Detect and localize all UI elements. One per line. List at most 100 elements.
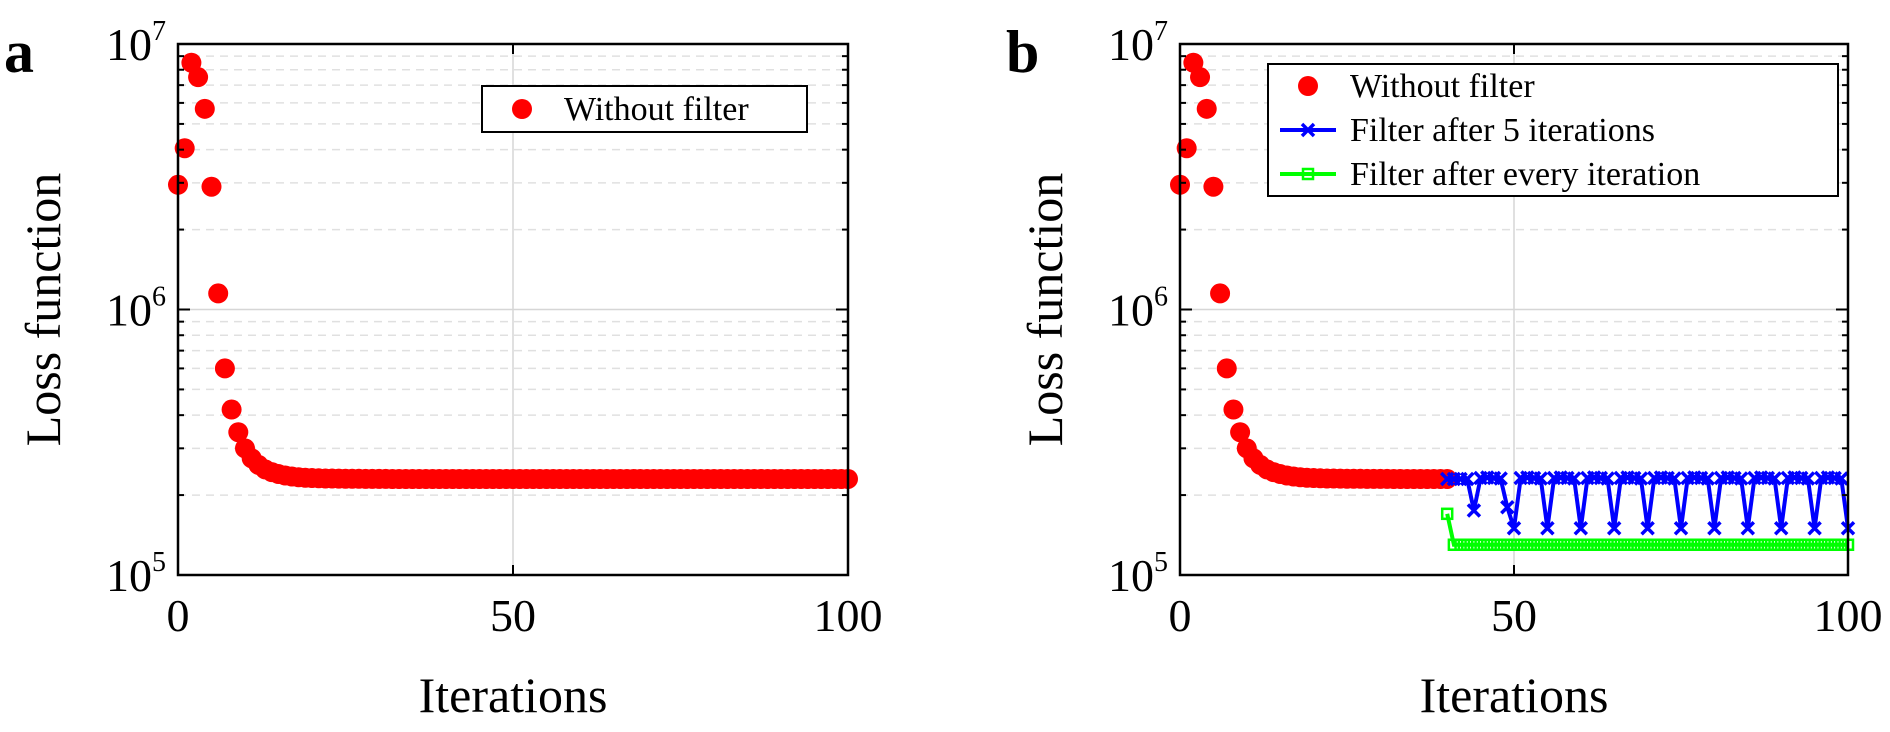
chart-panel-a: a 0 50 100 105 106 107 Iterations Loss function W… xyxy=(4,16,883,723)
data-point xyxy=(1533,471,1548,486)
series-line xyxy=(1445,513,1848,547)
legend-item: Filter after every iteration xyxy=(1280,156,1700,193)
data-point xyxy=(1667,471,1682,486)
data-point xyxy=(1600,471,1615,486)
data-point xyxy=(1574,538,1588,551)
data-point xyxy=(1607,538,1621,551)
data-point xyxy=(1494,538,1507,551)
data-point xyxy=(1481,538,1494,551)
legend-label: Filter after every iteration xyxy=(1350,156,1700,193)
data-point xyxy=(1668,538,1681,551)
legend-box xyxy=(481,85,808,133)
data-point xyxy=(194,98,215,119)
data-point xyxy=(1454,538,1467,551)
x-tick-label: 50 xyxy=(1491,590,1537,641)
data-point xyxy=(1688,538,1701,551)
y-tick-label: 106 xyxy=(106,282,166,336)
data-point xyxy=(1835,538,1848,551)
data-point xyxy=(1466,503,1482,518)
data-point xyxy=(1230,422,1251,443)
data-point xyxy=(1514,538,1527,551)
data-point xyxy=(1594,538,1608,551)
data-point xyxy=(1673,521,1689,536)
x-tick-label: 0 xyxy=(1169,590,1192,641)
data-point xyxy=(1728,538,1741,551)
x-tick-label: 100 xyxy=(814,590,883,641)
data-point xyxy=(1547,538,1561,551)
x-tick-label: 0 xyxy=(167,590,190,641)
data-point xyxy=(214,358,235,379)
series-0 xyxy=(168,52,858,489)
data-point xyxy=(1815,538,1828,551)
data-point xyxy=(1834,471,1849,486)
data-point xyxy=(1627,538,1641,551)
data-point xyxy=(1573,521,1589,536)
data-point xyxy=(1774,538,1788,551)
data-point xyxy=(1767,471,1782,486)
data-point xyxy=(1794,538,1808,551)
data-point xyxy=(1694,538,1708,551)
data-point xyxy=(1474,538,1487,551)
data-point xyxy=(174,138,195,159)
legend: Without filter Filter after 5 iterations F… xyxy=(1267,63,1839,197)
data-point xyxy=(1808,538,1821,551)
tick-marks xyxy=(177,43,849,576)
data-point xyxy=(1440,507,1454,521)
data-point xyxy=(1460,471,1475,487)
data-point xyxy=(1740,521,1756,536)
x-tick-label: 100 xyxy=(1814,590,1883,641)
data-point xyxy=(1554,538,1568,551)
data-point xyxy=(1768,538,1781,551)
x-axis-title: Iterations xyxy=(1420,667,1609,723)
legend-item: Without filter xyxy=(512,91,749,128)
data-point xyxy=(1190,67,1211,88)
data-point xyxy=(1708,538,1721,551)
data-point xyxy=(1203,176,1224,197)
data-point xyxy=(1493,471,1508,486)
data-point xyxy=(1781,538,1795,551)
panel-label: b xyxy=(1006,19,1039,85)
series-0 xyxy=(1170,52,1458,489)
data-point xyxy=(1501,538,1514,551)
data-point xyxy=(1734,538,1748,551)
legend-swatch-marker xyxy=(1300,122,1316,138)
data-point xyxy=(1700,471,1715,486)
y-axis-title: Loss function xyxy=(1017,173,1073,447)
data-point xyxy=(1707,521,1722,536)
data-point xyxy=(1773,521,1789,536)
data-point xyxy=(1216,358,1237,379)
data-point xyxy=(1648,538,1661,551)
legend-label: Without filter xyxy=(564,91,749,128)
data-point xyxy=(1748,538,1761,551)
legend-box xyxy=(1267,63,1839,197)
legend-label: Filter after 5 iterations xyxy=(1350,112,1655,149)
data-point xyxy=(1567,538,1581,551)
data-point xyxy=(1581,538,1594,551)
data-point xyxy=(1487,538,1501,551)
data-point xyxy=(1223,399,1244,420)
legend-item: Without filter xyxy=(1298,68,1535,105)
data-point xyxy=(1566,471,1582,486)
data-point xyxy=(1788,538,1801,551)
data-point xyxy=(1633,471,1649,486)
legend-item: Filter after 5 iterations xyxy=(1280,112,1655,149)
series-1 xyxy=(1439,470,1856,536)
data-point xyxy=(221,399,242,420)
data-point xyxy=(1761,538,1775,551)
data-point xyxy=(1661,538,1674,551)
data-point xyxy=(1587,538,1601,551)
data-point xyxy=(1541,538,1554,551)
y-tick-label: 105 xyxy=(1108,547,1168,601)
legend-swatch-marker xyxy=(512,99,532,119)
data-point xyxy=(1527,538,1541,551)
data-point xyxy=(1601,538,1614,551)
data-point xyxy=(1621,538,1634,551)
data-point xyxy=(1741,538,1755,551)
y-tick-label: 105 xyxy=(106,547,166,601)
legend: Without filter xyxy=(481,85,808,133)
data-point xyxy=(1828,538,1841,551)
data-point xyxy=(188,67,209,88)
data-point xyxy=(201,176,222,197)
data-point xyxy=(1641,538,1654,551)
series-2 xyxy=(1440,507,1855,551)
